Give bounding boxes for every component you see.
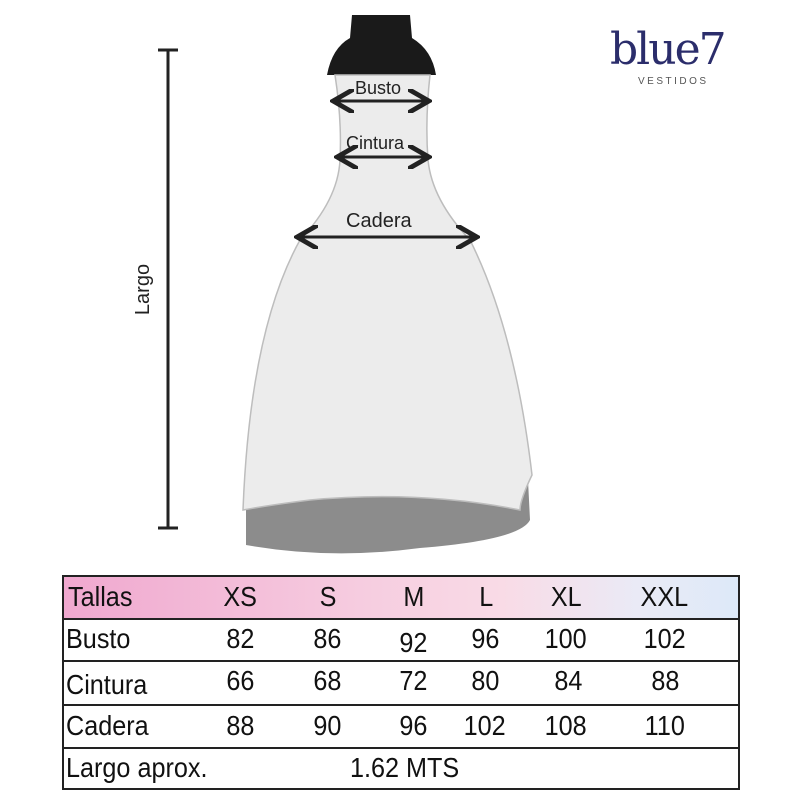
table-cell: 82 xyxy=(226,623,255,654)
table-row: Busto 82 86 92 96 100 102 xyxy=(64,619,738,662)
dress-diagram xyxy=(158,15,533,554)
header-cell: XXL xyxy=(640,581,689,612)
cadera-label: Cadera xyxy=(346,210,412,232)
table-cell: 110 xyxy=(644,710,685,741)
table-cell: 108 xyxy=(544,710,587,741)
mannequin xyxy=(327,15,436,75)
header-cell: XL xyxy=(550,581,582,612)
table-cell: 102 xyxy=(463,710,506,741)
table-cell: 96 xyxy=(399,710,428,741)
table-cell: 100 xyxy=(544,623,587,654)
largo-value: 1.62 MTS xyxy=(350,752,460,783)
row-label: Cadera xyxy=(66,710,149,741)
header-cell: L xyxy=(479,581,494,612)
header-cell: XS xyxy=(223,581,257,612)
header-cell: M xyxy=(403,581,425,612)
busto-label: Busto xyxy=(355,78,402,98)
dress-bodice-and-skirt xyxy=(242,74,533,511)
cintura-label: Cintura xyxy=(346,133,405,153)
table-cell: 66 xyxy=(226,665,255,696)
table-cell: 92 xyxy=(399,627,428,658)
header-cell: Tallas xyxy=(68,581,133,612)
table-row: Cadera 88 90 96 102 108 110 xyxy=(64,706,738,749)
row-label: Busto xyxy=(66,623,131,654)
logo-subtitle: VESTIDOS xyxy=(638,76,709,87)
table-header-row: Tallas XS S M L XL XXL xyxy=(64,577,738,620)
row-label: Largo aprox. xyxy=(66,752,208,783)
brand-logo: blue7 VESTIDOS xyxy=(610,24,727,88)
table-cell: 90 xyxy=(313,710,342,741)
table-cell: 68 xyxy=(313,665,342,696)
table-cell: 84 xyxy=(554,665,583,696)
row-label: Cintura xyxy=(66,669,148,700)
size-table: Tallas XS S M L XL XXL Busto 82 86 92 96… xyxy=(62,575,740,790)
table-cell: 96 xyxy=(471,623,500,654)
table-cell: 102 xyxy=(643,623,686,654)
largo-row: Largo aprox. 1.62 MTS xyxy=(64,748,738,790)
table-cell: 80 xyxy=(471,665,500,696)
table-cell: 88 xyxy=(226,710,255,741)
logo-word: blue7 xyxy=(610,24,727,75)
table-cell: 72 xyxy=(399,665,428,696)
largo-label: Largo xyxy=(132,263,155,316)
table-cell: 88 xyxy=(651,665,680,696)
table-row: Cintura 66 68 72 80 84 88 xyxy=(64,661,738,706)
table-cell: 86 xyxy=(313,623,342,654)
header-cell: S xyxy=(319,581,337,612)
